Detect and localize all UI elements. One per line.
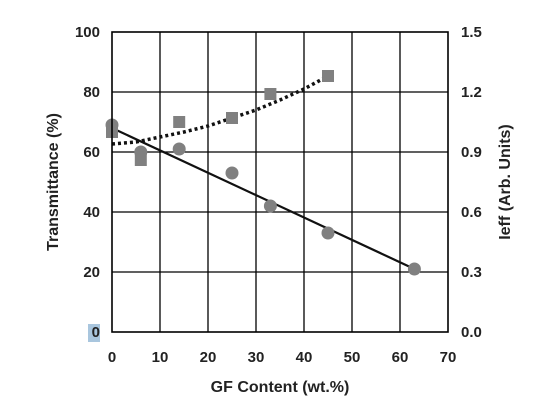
transmittance-point — [321, 226, 335, 240]
transmittance-point — [225, 166, 239, 180]
y-right-tick-label: 0.9 — [461, 144, 482, 161]
y-right-tick-label: 0.0 — [461, 324, 482, 341]
fit-lines — [111, 74, 415, 270]
y-left-tick-label: 40 — [83, 204, 100, 221]
transmittance-fit-line — [111, 127, 415, 270]
transmittance-point — [407, 262, 421, 276]
y-right-tick-label: 0.6 — [461, 204, 482, 221]
tick-labels: 0 10 20 30 40 50 60 70 0 20 40 60 80 100 0.0 0.3 0.6 0.9 1… — [75, 24, 482, 366]
x-axis-label: GF Content (wt.%) — [211, 379, 350, 396]
x-tick-label: 20 — [200, 349, 217, 366]
x-tick-label: 0 — [108, 349, 116, 366]
ieff-point — [322, 70, 334, 82]
x-tick-label: 40 — [296, 349, 313, 366]
ieff-point — [226, 112, 238, 124]
transmittance-point — [263, 199, 277, 213]
ieff-fit-curve — [111, 74, 329, 146]
y-left-tick-label: 80 — [83, 84, 100, 101]
x-tick-label: 60 — [392, 349, 409, 366]
grid-lines — [112, 32, 448, 332]
plot-frame — [111, 31, 449, 333]
x-tick-label: 70 — [440, 349, 457, 366]
y-tick-zero-highlight — [88, 324, 100, 342]
x-tick-label: 50 — [344, 349, 361, 366]
y-left-tick-label: 20 — [83, 264, 100, 281]
y-axis-right-label: Ieff (Arb. Units) — [497, 124, 514, 240]
y-left-tick-label: 60 — [83, 144, 100, 161]
ieff-point — [264, 88, 277, 100]
y-left-tick-label: 0 — [92, 324, 100, 341]
y-axis-left-label: Transmittance (%) — [45, 113, 62, 251]
ieff-point — [134, 154, 147, 166]
y-right-tick-label: 1.2 — [461, 84, 482, 101]
transmittance-point — [172, 142, 186, 156]
x-tick-label: 10 — [152, 349, 169, 366]
y-right-tick-label: 1.5 — [461, 24, 482, 41]
ieff-point — [173, 116, 186, 128]
y-left-tick-label: 100 — [75, 24, 100, 41]
data-markers — [105, 70, 421, 276]
x-tick-label: 30 — [248, 349, 265, 366]
y-right-tick-label: 0.3 — [461, 264, 482, 281]
